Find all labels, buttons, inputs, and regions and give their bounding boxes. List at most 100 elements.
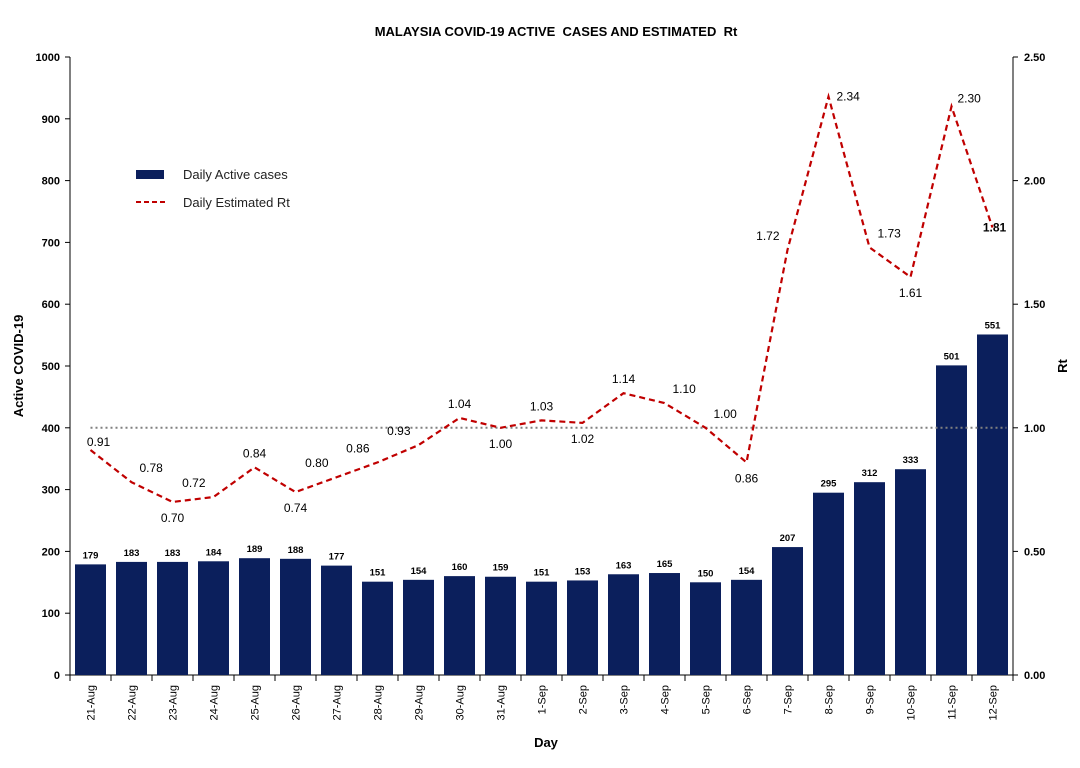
y2-tick-label: 1.50: [1024, 299, 1045, 311]
rt-value-label: 0.78: [140, 461, 164, 475]
bar: [731, 579, 762, 675]
bar: [116, 561, 147, 675]
rt-value-label: 1.10: [673, 382, 697, 396]
x-tick-label: 4-Sep: [660, 685, 672, 714]
bar: [526, 581, 557, 675]
bar-value-label: 295: [821, 479, 838, 490]
y2-tick-label: 0.00: [1024, 670, 1045, 682]
x-tick-label: 8-Sep: [824, 685, 836, 714]
bar: [649, 573, 680, 675]
x-tick-label: 31-Aug: [496, 685, 508, 720]
y2-tick-label: 2.00: [1024, 176, 1045, 188]
bar: [239, 558, 270, 675]
x-tick-label: 26-Aug: [291, 685, 303, 720]
y-tick-label: 100: [42, 608, 60, 620]
rt-value-label: 0.86: [735, 471, 759, 485]
x-tick-label: 3-Sep: [619, 685, 631, 714]
bar: [690, 582, 721, 675]
x-tick-label: 2-Sep: [578, 685, 590, 714]
rt-value-label: 0.91: [87, 435, 111, 449]
x-tick-label: 10-Sep: [906, 685, 918, 720]
x-tick-label: 6-Sep: [742, 685, 754, 714]
rt-line: [89, 92, 994, 504]
bar: [362, 581, 393, 675]
y-tick-label: 400: [42, 423, 60, 435]
bar-value-label: 188: [288, 545, 304, 556]
bar: [403, 579, 434, 675]
bar-value-label: 207: [780, 533, 796, 544]
bar: [772, 547, 803, 675]
bar-value-label: 159: [493, 563, 509, 574]
bar-value-label: 184: [206, 547, 223, 558]
y-tick-label: 900: [42, 114, 60, 126]
y-axis-title: Active COVID-19: [11, 315, 26, 418]
y-tick-label: 800: [42, 176, 60, 188]
bar-value-label: 151: [370, 568, 387, 579]
bar: [567, 580, 598, 675]
legend-bar-label: Daily Active cases: [183, 167, 288, 182]
x-tick-label: 30-Aug: [455, 685, 467, 720]
rt-value-label: 0.84: [243, 446, 267, 460]
bar-value-label: 177: [329, 552, 345, 563]
rt-value-label: 1.04: [448, 397, 472, 411]
x-tick-label: 11-Sep: [947, 685, 959, 720]
rt-value-label: 2.34: [837, 90, 861, 104]
y-tick-label: 500: [42, 361, 60, 373]
rt-value-label: 1.00: [714, 407, 738, 421]
bar-value-label: 160: [452, 562, 468, 573]
bar: [321, 565, 352, 675]
y2-axis-title: Rt: [1055, 358, 1070, 372]
rt-value-label: 2.30: [958, 91, 982, 105]
x-tick-label: 24-Aug: [209, 685, 221, 720]
bar: [936, 365, 967, 675]
rt-value-label: 1.02: [571, 432, 595, 446]
legend: Daily Active cases Daily Estimated Rt: [136, 167, 290, 210]
bar-value-label: 163: [616, 560, 632, 571]
rt-value-label: 1.72: [756, 229, 780, 243]
x-tick-label: 28-Aug: [373, 685, 385, 720]
bar-value-label: 154: [411, 566, 428, 577]
y-tick-label: 300: [42, 485, 60, 497]
y2-tick-label: 0.50: [1024, 546, 1045, 558]
bar-value-label: 150: [698, 568, 714, 579]
x-axis-title: Day: [534, 735, 559, 750]
bar-value-label: 333: [903, 455, 919, 466]
bar-value-label: 551: [985, 320, 1002, 331]
bar-value-label: 189: [247, 544, 263, 555]
legend-line-label: Daily Estimated Rt: [183, 195, 290, 210]
bar-value-label: 153: [575, 566, 591, 577]
rt-value-label: 0.93: [387, 424, 411, 438]
y-tick-label: 200: [42, 546, 60, 558]
bar-value-label: 183: [165, 548, 181, 559]
bar-value-label: 312: [862, 468, 878, 479]
bar: [608, 574, 639, 675]
x-tick-label: 23-Aug: [168, 685, 180, 720]
bar-value-label: 154: [739, 566, 756, 577]
rt-value-label: 1.81: [983, 221, 1007, 235]
rt-value-label: 1.14: [612, 372, 636, 386]
x-tick-label: 9-Sep: [865, 685, 877, 714]
bar: [854, 482, 885, 675]
plot-area: 0 100 200 300 400 500 600 700 800 900 1000 0.00 0.50…: [36, 52, 1046, 720]
y-tick-label: 1000: [36, 52, 60, 64]
bar: [977, 334, 1008, 675]
rt-value-label: 0.72: [182, 476, 206, 490]
x-tick-label: 25-Aug: [250, 685, 262, 720]
bar: [444, 576, 475, 675]
rt-value-label: 1.73: [878, 226, 902, 240]
x-tick-label: 12-Sep: [988, 685, 1000, 720]
y-tick-label: 0: [54, 670, 60, 682]
bar: [813, 492, 844, 675]
x-tick-label: 29-Aug: [414, 685, 426, 720]
bar-value-label: 179: [83, 550, 99, 561]
x-tick-label: 1-Sep: [537, 685, 549, 714]
bar: [895, 469, 926, 675]
x-tick-label: 21-Aug: [86, 685, 98, 720]
rt-value-label: 0.86: [346, 441, 370, 455]
bar-value-label: 151: [534, 568, 551, 579]
rt-value-label: 1.00: [489, 437, 513, 451]
bar: [280, 558, 311, 675]
y2-tick-label: 1.00: [1024, 423, 1045, 435]
